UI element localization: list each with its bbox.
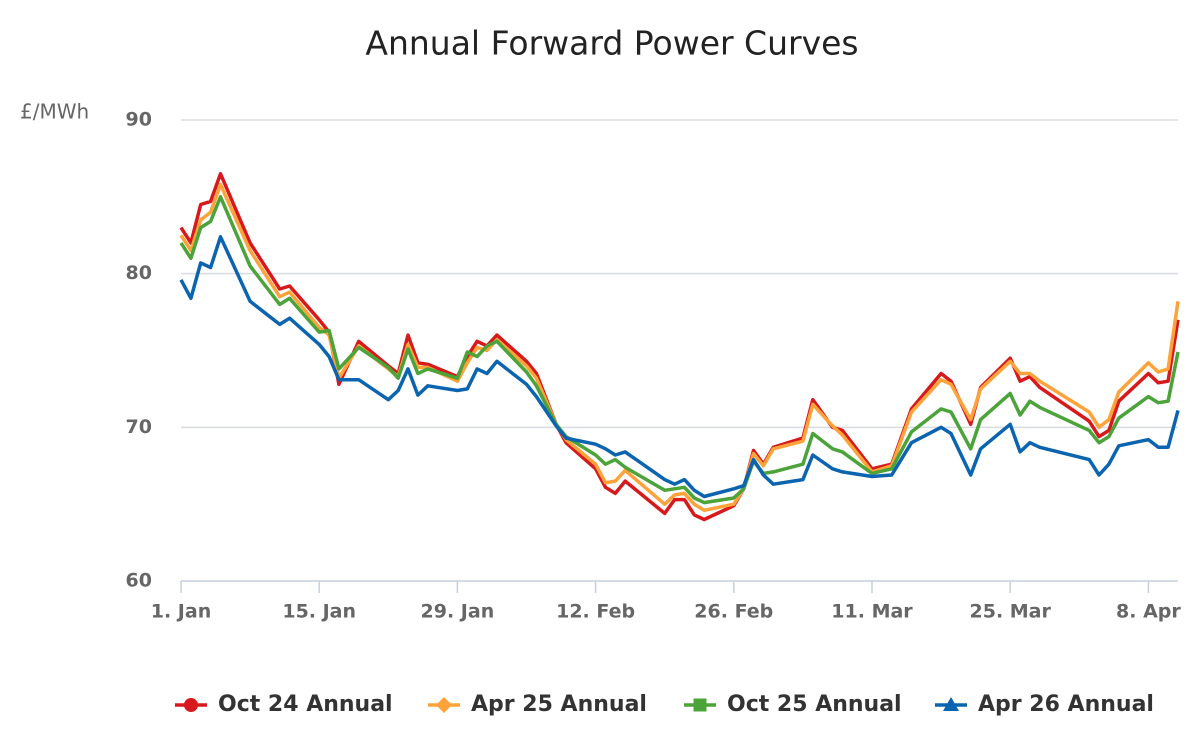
axes: 60 70 80 90 1. Jan 15. Jan 29. Jan 12. Feb 26. F… — [126, 109, 1182, 623]
x-tick-label: 29. Jan — [421, 601, 495, 623]
series-line — [179, 195, 1180, 505]
y-tick-label: 80 — [126, 262, 152, 284]
legend-label: Apr 25 Annual — [471, 692, 647, 717]
legend-marker — [943, 697, 959, 711]
legend-item: Oct 24 Annual — [175, 692, 393, 717]
legend: Oct 24 Annual Apr 25 Annual Oct 25 Annual A… — [175, 692, 1154, 717]
grid — [181, 119, 1178, 429]
y-tick-label: 60 — [126, 570, 152, 592]
legend-marker — [693, 698, 707, 712]
y-axis-unit: £/MWh — [20, 100, 89, 124]
x-tick-label: 8. Apr — [1116, 601, 1181, 623]
legend-marker — [184, 698, 198, 712]
x-tick-label: 26. Feb — [694, 601, 773, 623]
legend-item: Oct 25 Annual — [684, 692, 902, 717]
legend-item: Apr 25 Annual — [428, 692, 647, 717]
series-line — [179, 182, 1180, 513]
y-tick-label: 90 — [126, 109, 152, 131]
legend-item: Apr 26 Annual — [935, 692, 1154, 717]
y-tick-label: 70 — [126, 416, 152, 438]
legend-marker — [436, 697, 452, 713]
x-tick-label: 11. Mar — [831, 601, 913, 623]
series-line — [179, 235, 1180, 499]
plot-area — [179, 172, 1180, 522]
chart-title: Annual Forward Power Curves — [365, 24, 858, 63]
legend-label: Oct 24 Annual — [218, 692, 393, 717]
x-tick-label: 15. Jan — [282, 601, 356, 623]
x-tick-label: 1. Jan — [151, 601, 211, 623]
x-tick-label: 12. Feb — [556, 601, 635, 623]
legend-label: Apr 26 Annual — [978, 692, 1154, 717]
legend-label: Oct 25 Annual — [727, 692, 902, 717]
x-tick-label: 25. Mar — [970, 601, 1052, 623]
